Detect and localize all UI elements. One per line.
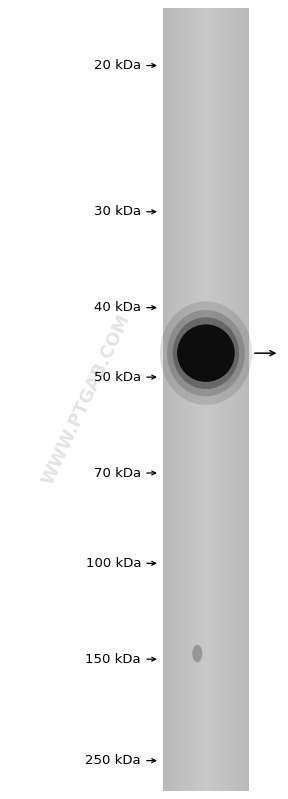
Text: 250 kDa: 250 kDa [86,754,141,767]
Bar [239,8,241,791]
Bar [230,8,231,791]
Ellipse shape [173,317,239,389]
Bar [220,8,221,791]
Bar [248,8,249,791]
Bar [203,8,204,791]
Bar [209,8,211,791]
Bar [234,8,235,791]
Text: 100 kDa: 100 kDa [86,557,141,570]
Bar [224,8,226,791]
Bar [193,8,194,791]
Bar [199,8,201,791]
Bar [176,8,177,791]
Bar [198,8,200,791]
Bar [216,8,217,791]
Bar [228,8,229,791]
Bar [211,8,213,791]
Bar [233,8,234,791]
Bar [245,8,246,791]
Bar [168,8,169,791]
Bar [184,8,186,791]
Bar [231,8,232,791]
Bar [179,8,180,791]
Bar [167,8,168,791]
Bar [194,8,195,791]
Text: 30 kDa: 30 kDa [94,205,141,218]
Bar [197,8,199,791]
Bar [226,8,228,791]
Bar [244,8,245,791]
Bar [164,8,165,791]
Bar [246,8,247,791]
Bar [237,8,238,791]
Bar [229,8,230,791]
Text: 150 kDa: 150 kDa [86,653,141,666]
Bar [171,8,173,791]
Bar [192,8,193,791]
Bar [242,8,243,791]
Bar [191,8,192,791]
Bar [238,8,240,791]
Bar [169,8,170,791]
Bar [173,8,175,791]
Bar [218,8,219,791]
Bar [223,8,225,791]
Bar [185,8,187,791]
Bar [212,8,214,791]
Bar [210,8,212,791]
Ellipse shape [177,324,235,382]
Ellipse shape [167,310,245,396]
Text: WWW.PTGAB.COM: WWW.PTGAB.COM [39,312,134,487]
Bar [235,8,236,791]
Bar [173,8,174,791]
Text: 70 kDa: 70 kDa [94,467,141,479]
Bar [183,8,185,791]
Bar [221,8,222,791]
Bar [170,8,172,791]
Bar [196,8,198,791]
Bar [213,8,215,791]
Bar [219,8,220,791]
Bar [225,8,227,791]
Bar [195,8,196,791]
Ellipse shape [160,301,252,405]
Ellipse shape [192,645,202,662]
Bar [215,8,216,791]
Bar [202,8,203,791]
Bar [217,8,218,791]
Bar [200,8,202,791]
Bar [240,8,242,791]
Bar [166,8,167,791]
Bar [247,8,248,791]
Bar [165,8,166,791]
Bar [181,8,182,791]
Text: 20 kDa: 20 kDa [94,59,141,72]
Bar [182,8,183,791]
Bar [242,8,244,791]
Bar [206,8,207,791]
Bar [178,8,179,791]
Bar [180,8,181,791]
Bar [177,8,178,791]
Text: 50 kDa: 50 kDa [94,371,141,384]
Bar [189,8,190,791]
Bar [207,8,208,791]
Bar [187,8,188,791]
Text: 40 kDa: 40 kDa [94,301,141,314]
Bar [232,8,233,791]
Bar [236,8,238,791]
Bar [163,8,164,791]
Bar [187,8,189,791]
Bar [222,8,223,791]
Bar [175,8,176,791]
Bar [208,8,209,791]
Bar [205,8,206,791]
Bar [204,8,205,791]
Bar [190,8,191,791]
